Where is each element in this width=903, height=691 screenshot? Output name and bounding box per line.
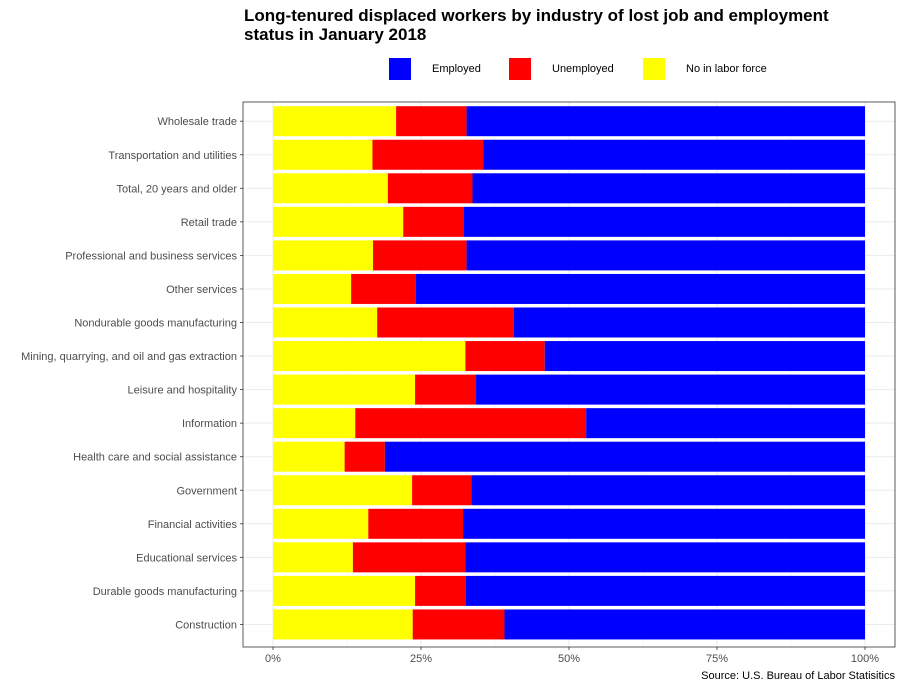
y-tick-label-leisure-and-hospitality: Leisure and hospitality	[128, 385, 238, 397]
bar-unemployed-construction	[412, 609, 505, 640]
bar-employed-construction	[504, 609, 865, 640]
bar-employed-mining-quarrying-and-oil-and-gas-extraction	[544, 341, 865, 372]
y-tick-label-retail-trade: Retail trade	[181, 217, 237, 229]
bar-employed-health-care-and-social-assistance	[384, 441, 865, 472]
bar-no-in-labor-force-professional-and-business-services	[273, 240, 374, 271]
bar-no-in-labor-force-nondurable-goods-manufacturing	[273, 307, 378, 338]
x-tick-label: 50%	[558, 653, 580, 665]
bar-employed-other-services	[415, 273, 865, 304]
bar-employed-educational-services	[465, 542, 865, 573]
bar-employed-professional-and-business-services	[466, 240, 865, 271]
y-tick-label-total-20-years-and-older: Total, 20 years and older	[117, 183, 238, 195]
bar-no-in-labor-force-mining-quarrying-and-oil-and-gas-extraction	[273, 341, 466, 372]
y-tick-label-information: Information	[182, 418, 237, 430]
bar-unemployed-nondurable-goods-manufacturing	[377, 307, 514, 338]
y-tick-label-financial-activities: Financial activities	[148, 519, 238, 531]
y-tick-label-government: Government	[176, 485, 237, 497]
bar-no-in-labor-force-durable-goods-manufacturing	[273, 575, 416, 606]
bar-employed-nondurable-goods-manufacturing	[513, 307, 865, 338]
bar-unemployed-mining-quarrying-and-oil-and-gas-extraction	[465, 341, 545, 372]
bar-no-in-labor-force-other-services	[273, 273, 352, 304]
legend-label-not-in-labor-force: No in labor force	[686, 63, 767, 75]
legend-swatch-employed	[389, 58, 411, 80]
x-axis-tick-labels: 0% 25% 50% 75% 100%	[265, 647, 879, 665]
bar-no-in-labor-force-government	[273, 475, 413, 506]
legend-swatch-not-in-labor-force	[643, 58, 665, 80]
legend-label-employed: Employed	[432, 63, 481, 75]
bar-unemployed-government	[412, 475, 472, 506]
y-tick-label-construction: Construction	[175, 619, 237, 631]
bar-employed-total-20-years-and-older	[472, 173, 865, 204]
bar-unemployed-professional-and-business-services	[373, 240, 467, 271]
legend-item-employed: Employed	[389, 57, 481, 81]
legend-swatch-unemployed	[509, 58, 531, 80]
y-tick-label-professional-and-business-services: Professional and business services	[65, 250, 237, 262]
bar-no-in-labor-force-financial-activities	[273, 508, 369, 539]
bar-employed-leisure-and-hospitality	[476, 374, 865, 405]
bar-no-in-labor-force-information	[273, 408, 356, 439]
y-tick-label-health-care-and-social-assistance: Health care and social assistance	[73, 452, 237, 464]
y-tick-label-transportation-and-utilities: Transportation and utilities	[108, 150, 237, 162]
bar-unemployed-financial-activities	[368, 508, 464, 539]
bar-unemployed-wholesale-trade	[396, 106, 467, 137]
legend-item-not-in-labor-force: No in labor force	[643, 57, 767, 81]
bar-no-in-labor-force-construction	[273, 609, 413, 640]
bar-employed-transportation-and-utilities	[483, 139, 865, 170]
bar-employed-retail-trade	[463, 206, 865, 237]
bar-unemployed-health-care-and-social-assistance	[344, 441, 385, 472]
bar-employed-financial-activities	[463, 508, 865, 539]
bar-no-in-labor-force-leisure-and-hospitality	[273, 374, 416, 405]
y-tick-label-mining-quarrying-and-oil-and-gas-extraction: Mining, quarrying, and oil and gas extra…	[21, 351, 237, 363]
chart-title-line-1: Long-tenured displaced workers by indust…	[244, 6, 829, 25]
bar-no-in-labor-force-retail-trade	[273, 206, 404, 237]
bar-employed-information	[586, 408, 865, 439]
bar-employed-wholesale-trade	[466, 106, 865, 137]
legend-label-unemployed: Unemployed	[552, 63, 614, 75]
bar-unemployed-transportation-and-utilities	[372, 139, 484, 170]
y-tick-label-nondurable-goods-manufacturing: Nondurable goods manufacturing	[74, 318, 237, 330]
chart-title-line-2: status in January 2018	[244, 25, 427, 44]
x-tick-label: 25%	[410, 653, 432, 665]
bar-segments	[273, 106, 865, 640]
bar-unemployed-total-20-years-and-older	[387, 173, 473, 204]
bar-unemployed-educational-services	[352, 542, 466, 573]
y-tick-label-other-services: Other services	[166, 284, 237, 296]
bar-no-in-labor-force-educational-services	[273, 542, 353, 573]
bar-no-in-labor-force-total-20-years-and-older	[273, 173, 388, 204]
bar-unemployed-other-services	[351, 273, 416, 304]
source-caption: Source: U.S. Bureau of Labor Statisitics	[701, 670, 895, 682]
bar-no-in-labor-force-transportation-and-utilities	[273, 139, 373, 170]
y-tick-label-educational-services: Educational services	[136, 552, 237, 564]
chart-legend: Employed Unemployed No in labor force	[0, 57, 903, 81]
bar-unemployed-information	[355, 408, 587, 439]
bar-unemployed-durable-goods-manufacturing	[415, 575, 466, 606]
x-tick-label: 100%	[851, 653, 879, 665]
legend-item-unemployed: Unemployed	[509, 57, 614, 81]
chart-title: Long-tenured displaced workers by indust…	[244, 6, 884, 44]
bar-no-in-labor-force-health-care-and-social-assistance	[273, 441, 345, 472]
bar-employed-durable-goods-manufacturing	[465, 575, 865, 606]
x-tick-label: 0%	[265, 653, 281, 665]
bar-unemployed-retail-trade	[403, 206, 464, 237]
bar-unemployed-leisure-and-hospitality	[415, 374, 477, 405]
y-axis-tick-labels: Wholesale trade Transportation and utilit…	[21, 116, 243, 631]
bar-employed-government	[471, 475, 865, 506]
x-tick-label: 75%	[706, 653, 728, 665]
y-tick-label-durable-goods-manufacturing: Durable goods manufacturing	[93, 586, 237, 598]
y-tick-label-wholesale-trade: Wholesale trade	[158, 116, 238, 128]
bar-no-in-labor-force-wholesale-trade	[273, 106, 397, 137]
